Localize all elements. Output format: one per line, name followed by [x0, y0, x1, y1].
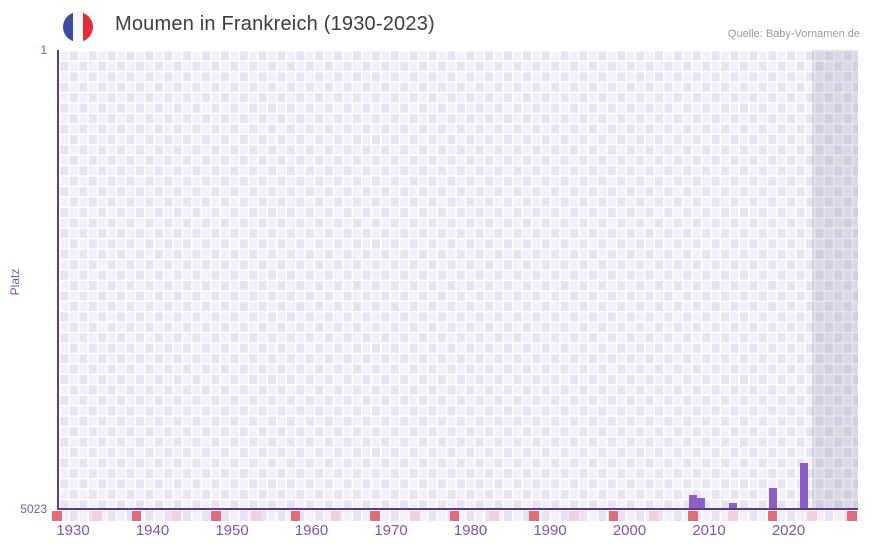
bar-2009[interactable] [697, 498, 706, 508]
bar-2018[interactable] [768, 488, 777, 508]
marker-cell-1948 [211, 511, 221, 521]
marker-cell-1953 [251, 511, 261, 521]
marker-cell-2028 [847, 511, 857, 521]
marker-cell-1978 [449, 511, 460, 521]
y-axis-title: Platz [8, 268, 22, 296]
x-tick-1980: 1980 [453, 522, 488, 539]
bar-2013[interactable] [728, 503, 737, 508]
marker-cell-2023 [807, 511, 818, 521]
flag-white-stripe [73, 12, 83, 42]
x-tick-1990: 1990 [533, 522, 567, 539]
marker-cell-1933 [92, 511, 102, 521]
y-tick-top: 1 [40, 43, 47, 57]
plot-area[interactable] [57, 50, 858, 510]
marker-cell-1938 [131, 511, 142, 521]
bar-2022[interactable] [800, 463, 809, 508]
marker-cell-1998 [608, 511, 619, 521]
marker-cell-1988 [529, 511, 539, 521]
x-tick-1960: 1960 [294, 522, 329, 539]
marker-cell-2013 [728, 511, 738, 521]
marker-cell-1928 [52, 511, 62, 521]
y-tick-bottom: 5023 [20, 502, 47, 516]
page-title: Moumen in Frankreich (1930-2023) [115, 13, 435, 35]
flag-red-stripe [83, 12, 93, 42]
x-tick-2020: 2020 [771, 522, 806, 539]
x-tick-1940: 1940 [135, 522, 170, 539]
marker-cell-1993 [569, 511, 579, 521]
france-flag-icon [63, 12, 93, 42]
source-credit: Quelle: Baby-Vornamen.de [727, 28, 860, 40]
x-tick-1970: 1970 [374, 522, 408, 539]
marker-cell-2008 [688, 511, 698, 521]
x-tick-2010: 2010 [692, 522, 726, 539]
marker-cell-1963 [330, 511, 341, 521]
marker-cell-1983 [489, 511, 500, 521]
flag-blue-stripe [63, 12, 73, 42]
marker-cell-2003 [648, 511, 659, 521]
x-tick-2000: 2000 [612, 522, 647, 539]
marker-cell-2018 [767, 511, 778, 521]
marker-cell-1973 [410, 511, 420, 521]
marker-cell-1958 [290, 511, 301, 521]
recent-years-band [812, 50, 858, 508]
timeline-marker-row [52, 511, 858, 521]
x-tick-1950: 1950 [215, 522, 249, 539]
marker-cell-1968 [370, 511, 380, 521]
x-tick-1930: 1930 [56, 522, 90, 539]
bar-2008[interactable] [689, 495, 698, 508]
marker-cell-1943 [171, 511, 182, 521]
